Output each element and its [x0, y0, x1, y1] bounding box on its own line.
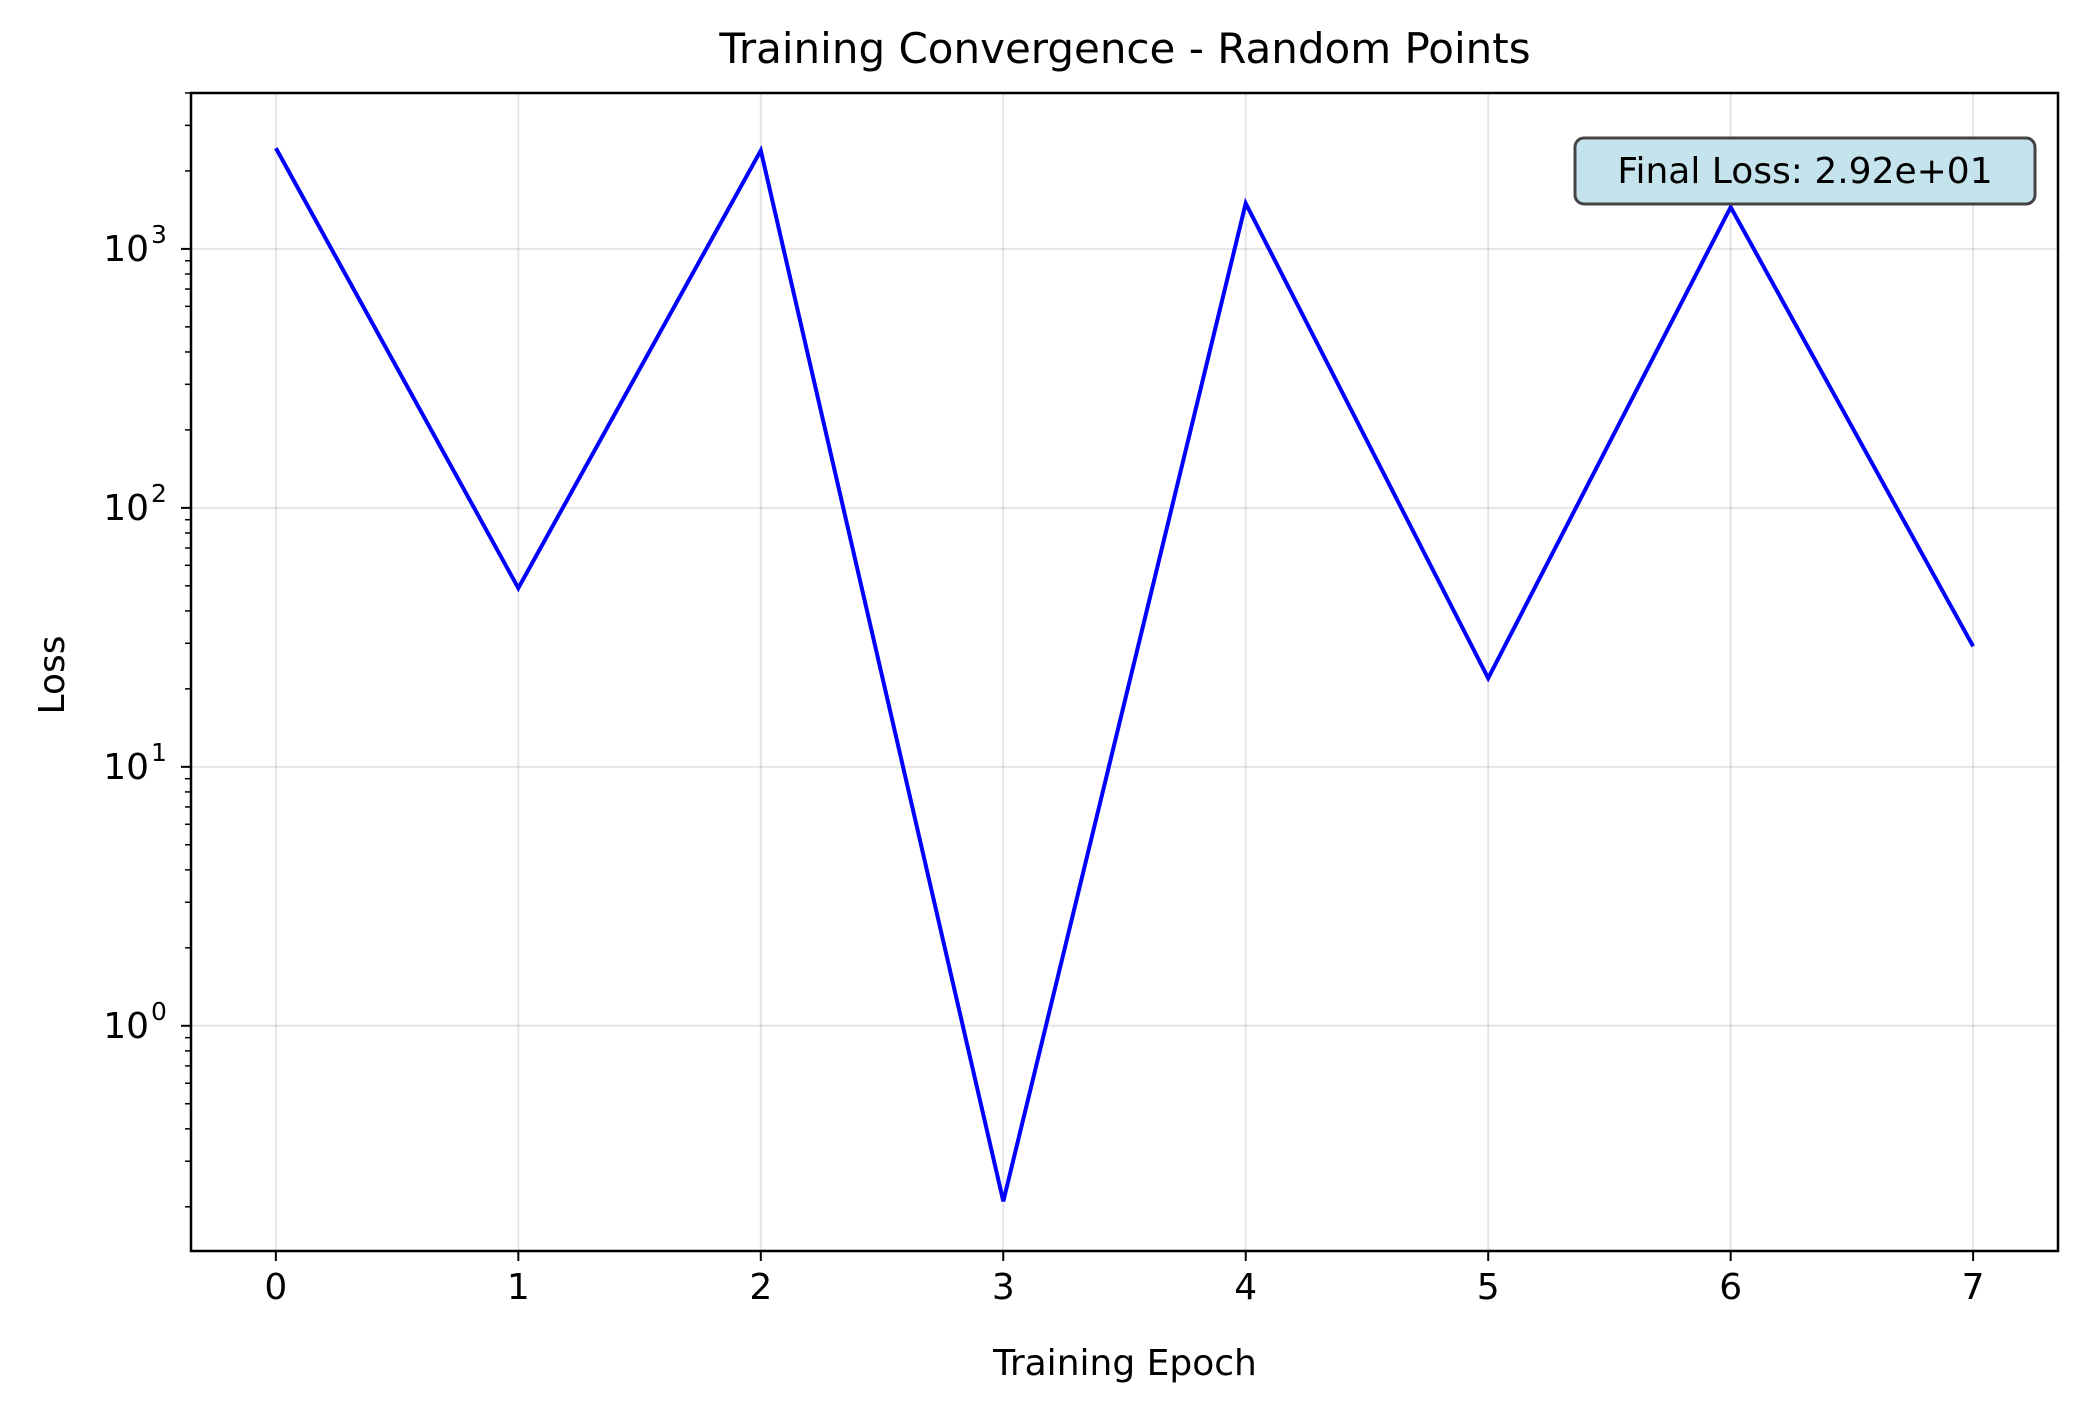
x-axis-label: Training Epoch — [992, 1343, 1257, 1384]
y-tick-label: 10 — [103, 747, 149, 788]
x-axis-ticks: 0 1 2 3 4 5 6 7 — [264, 1251, 1985, 1308]
annotation-box — [1573, 136, 2037, 206]
y-tick-label: 10 — [103, 229, 149, 270]
plot-frame — [189, 91, 2060, 1253]
x-tick-label: 0 — [264, 1267, 287, 1308]
grid-lines — [191, 93, 2058, 1251]
x-tick-label: 2 — [749, 1267, 772, 1308]
y-tick-exponent: 3 — [151, 220, 167, 249]
x-tick-label: 1 — [507, 1267, 530, 1308]
x-tick-label: 6 — [1719, 1267, 1742, 1308]
final-loss-annotation: Final Loss: 2.92e+01 — [1573, 136, 2037, 206]
loss-series-line — [274, 144, 1975, 1202]
annotation-text: Final Loss: 2.92e+01 — [1617, 151, 1992, 192]
y-tick-label: 10 — [103, 488, 149, 529]
x-tick-label: 5 — [1477, 1267, 1500, 1308]
y-tick-label: 10 — [103, 1006, 149, 1047]
x-tick-label: 4 — [1234, 1267, 1257, 1308]
x-tick-label: 3 — [992, 1267, 1015, 1308]
y-tick-exponent: 0 — [151, 997, 167, 1026]
y-axis-label: Loss — [32, 636, 73, 715]
chart-title: Training Convergence - Random Points — [718, 24, 1530, 73]
series-group — [274, 144, 1975, 1202]
y-tick-exponent: 1 — [151, 738, 167, 767]
y-tick-exponent: 2 — [151, 479, 167, 508]
x-tick-label: 7 — [1962, 1267, 1985, 1308]
